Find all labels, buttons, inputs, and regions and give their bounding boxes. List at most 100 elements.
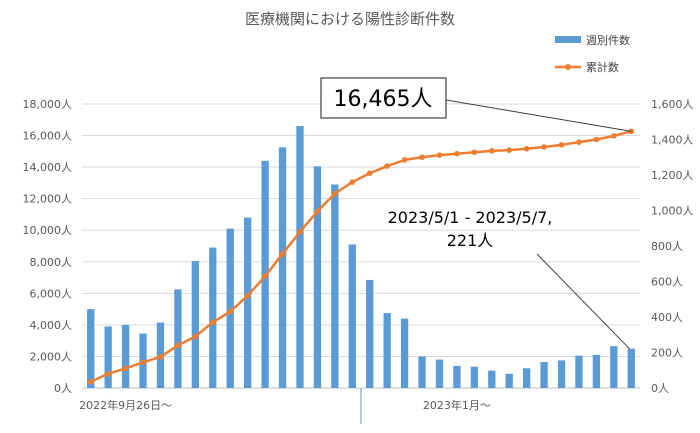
bar-weekly xyxy=(87,309,95,388)
bar-weekly xyxy=(191,260,200,388)
y-left-tick-label: 6,000人 xyxy=(30,287,73,300)
point-cumulative xyxy=(122,365,129,372)
point-cumulative xyxy=(576,139,582,145)
y-right-tick-label: 800人 xyxy=(651,240,683,253)
point-cumulative xyxy=(541,144,547,150)
point-cumulative xyxy=(349,179,356,185)
point-cumulative xyxy=(419,154,425,161)
bar-weekly xyxy=(383,313,391,388)
line-series-cumulative xyxy=(87,128,635,385)
bar-weekly xyxy=(488,370,496,388)
y-axis-right: 0人 200人 400人 600人 800人 1,000人 1,200人 1,400人 1,60… xyxy=(651,98,694,395)
point-cumulative xyxy=(140,359,146,366)
point-cumulative xyxy=(523,145,530,152)
bar-weekly xyxy=(313,166,322,388)
bar-weekly xyxy=(540,361,548,388)
y-axis-left: 0人 2,000人 4,000人 6,000人 8,000人 10,000人 12,000人… xyxy=(23,98,73,395)
point-cumulative xyxy=(558,142,565,148)
bar-weekly xyxy=(470,366,479,388)
point-cumulative xyxy=(297,229,303,235)
bar-weekly xyxy=(348,244,356,388)
point-cumulative xyxy=(488,148,495,154)
legend-label-cumulative: 累計数 xyxy=(586,60,619,74)
bar-weekly xyxy=(522,368,531,388)
point-cumulative xyxy=(506,147,513,153)
point-cumulative xyxy=(611,133,617,139)
x-axis-label: 2023年1月～ xyxy=(423,398,491,412)
x-axis-label: 2022年9月26日～ xyxy=(79,398,172,412)
bar-weekly xyxy=(243,217,252,388)
legend-label-weekly: 週別件数 xyxy=(586,34,630,47)
bar-weekly xyxy=(453,365,461,388)
bar-weekly xyxy=(366,279,374,388)
y-right-tick-label: 1,600人 xyxy=(651,98,694,111)
y-left-tick-label: 2,000人 xyxy=(30,350,73,363)
bar-weekly xyxy=(121,324,130,388)
callout-box xyxy=(320,77,447,119)
y-left-tick-label: 18,000人 xyxy=(23,98,73,111)
callout-total-text: 16,465人 xyxy=(334,87,433,112)
point-cumulative xyxy=(262,273,268,279)
legend-swatch-weekly xyxy=(555,36,581,43)
point-cumulative xyxy=(157,354,164,360)
point-cumulative xyxy=(87,378,94,385)
point-cumulative xyxy=(384,163,390,169)
y-right-tick-label: 1,000人 xyxy=(651,205,694,218)
bar-weekly xyxy=(209,247,217,388)
point-cumulative xyxy=(314,208,321,215)
legend-marker-cumulative xyxy=(565,64,571,70)
point-cumulative xyxy=(244,292,251,299)
annotations: 16,465人 2023/5/1 - 2023/5/7, 221人 xyxy=(320,77,632,349)
bar-weekly xyxy=(331,184,339,388)
point-cumulative xyxy=(227,308,234,315)
callout-leader-line xyxy=(536,253,630,349)
y-right-tick-label: 0人 xyxy=(651,382,669,395)
y-left-tick-label: 0人 xyxy=(54,382,72,395)
bar-weekly xyxy=(278,147,287,388)
point-cumulative xyxy=(593,136,600,143)
y-right-tick-label: 1,400人 xyxy=(651,134,694,147)
point-cumulative xyxy=(192,333,199,340)
bar-weekly xyxy=(400,318,409,388)
bar-weekly xyxy=(505,373,513,388)
bar-weekly xyxy=(627,348,635,388)
point-cumulative xyxy=(209,319,216,326)
point-cumulative xyxy=(175,342,181,349)
chart-legend: 週別件数 累計数 xyxy=(555,34,630,74)
bar-weekly xyxy=(575,355,583,388)
y-left-tick-label: 8,000人 xyxy=(30,256,73,269)
y-left-tick-label: 14,000人 xyxy=(23,161,73,174)
y-left-tick-label: 4,000人 xyxy=(30,319,73,332)
point-cumulative xyxy=(454,150,460,157)
point-cumulative xyxy=(471,149,478,156)
y-right-tick-label: 400人 xyxy=(651,311,683,324)
y-right-tick-label: 600人 xyxy=(651,276,683,289)
y-left-tick-label: 16,000人 xyxy=(23,130,73,143)
y-right-tick-label: 1,200人 xyxy=(651,169,694,182)
point-cumulative xyxy=(279,251,286,257)
callout-leader-line xyxy=(445,99,632,132)
callout-week-text: 221人 xyxy=(447,231,494,250)
y-left-tick-label: 12,000人 xyxy=(23,193,73,206)
bar-weekly xyxy=(435,359,444,388)
point-cumulative xyxy=(366,170,373,177)
point-cumulative xyxy=(332,190,338,197)
callout-week-text: 2023/5/1 - 2023/5/7, xyxy=(388,208,553,227)
bar-weekly xyxy=(418,356,426,388)
line-cumulative xyxy=(90,130,632,383)
x-axis-labels: 2022年9月26日～ 2023年1月～ xyxy=(79,398,491,412)
bar-weekly xyxy=(557,360,566,388)
bar-weekly xyxy=(610,346,618,388)
bar-weekly xyxy=(104,326,112,388)
chart-title: 医療機関における陽性診断件数 xyxy=(245,10,455,28)
bar-series-weekly xyxy=(87,126,635,388)
bar-weekly xyxy=(174,289,182,388)
bar-weekly xyxy=(226,228,234,388)
point-cumulative xyxy=(436,152,443,158)
point-cumulative xyxy=(105,371,111,377)
point-cumulative xyxy=(401,157,408,163)
bar-weekly xyxy=(296,126,304,388)
y-left-tick-label: 10,000人 xyxy=(23,224,73,237)
y-right-tick-label: 200人 xyxy=(651,347,683,360)
